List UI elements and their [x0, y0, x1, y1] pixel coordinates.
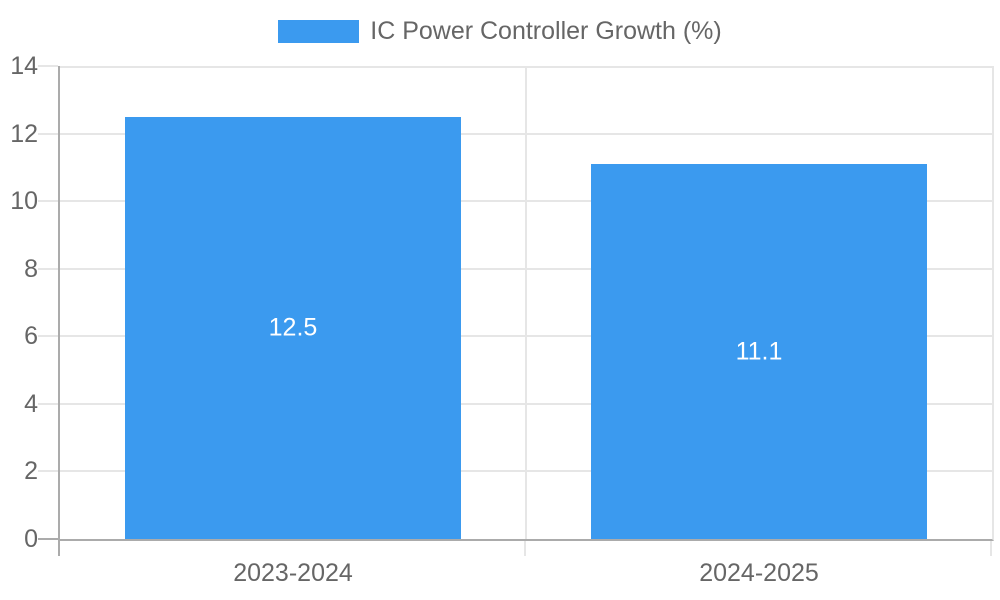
- category-separator-gridline: [525, 66, 527, 539]
- y-tick-label: 8: [24, 255, 38, 283]
- y-tick-label: 12: [10, 120, 38, 148]
- y-tick-label: 0: [24, 525, 38, 553]
- y-tick-label: 14: [10, 52, 38, 80]
- x-tick-label: 2024-2025: [699, 559, 819, 587]
- x-tick-mark: [58, 541, 60, 556]
- y-tick-mark: [38, 470, 58, 472]
- x-tick-mark: [524, 541, 526, 556]
- chart-legend: IC Power Controller Growth (%): [0, 17, 1000, 46]
- y-tick-label: 6: [24, 322, 38, 350]
- x-tick-mark: [990, 541, 992, 556]
- bar: 12.5: [125, 117, 461, 539]
- y-tick-mark: [38, 200, 58, 202]
- y-tick-mark: [38, 133, 58, 135]
- y-tick-label: 10: [10, 187, 38, 215]
- x-tick-label: 2023-2024: [233, 559, 353, 587]
- y-tick-mark: [38, 335, 58, 337]
- plot-area: 12.5 11.1: [58, 66, 994, 541]
- legend-color-swatch: [278, 20, 360, 43]
- bar-value-label: 11.1: [735, 337, 783, 365]
- y-tick-mark: [38, 538, 58, 540]
- legend-item[interactable]: IC Power Controller Growth (%): [278, 17, 722, 46]
- y-tick-label: 4: [24, 390, 38, 418]
- y-tick-mark: [38, 268, 58, 270]
- y-tick-mark: [38, 65, 58, 67]
- bar-value-label: 12.5: [268, 313, 318, 342]
- y-tick-label: 2: [24, 457, 38, 485]
- y-tick-mark: [38, 403, 58, 405]
- bar: 11.1: [591, 164, 927, 539]
- legend-label: IC Power Controller Growth (%): [370, 17, 722, 45]
